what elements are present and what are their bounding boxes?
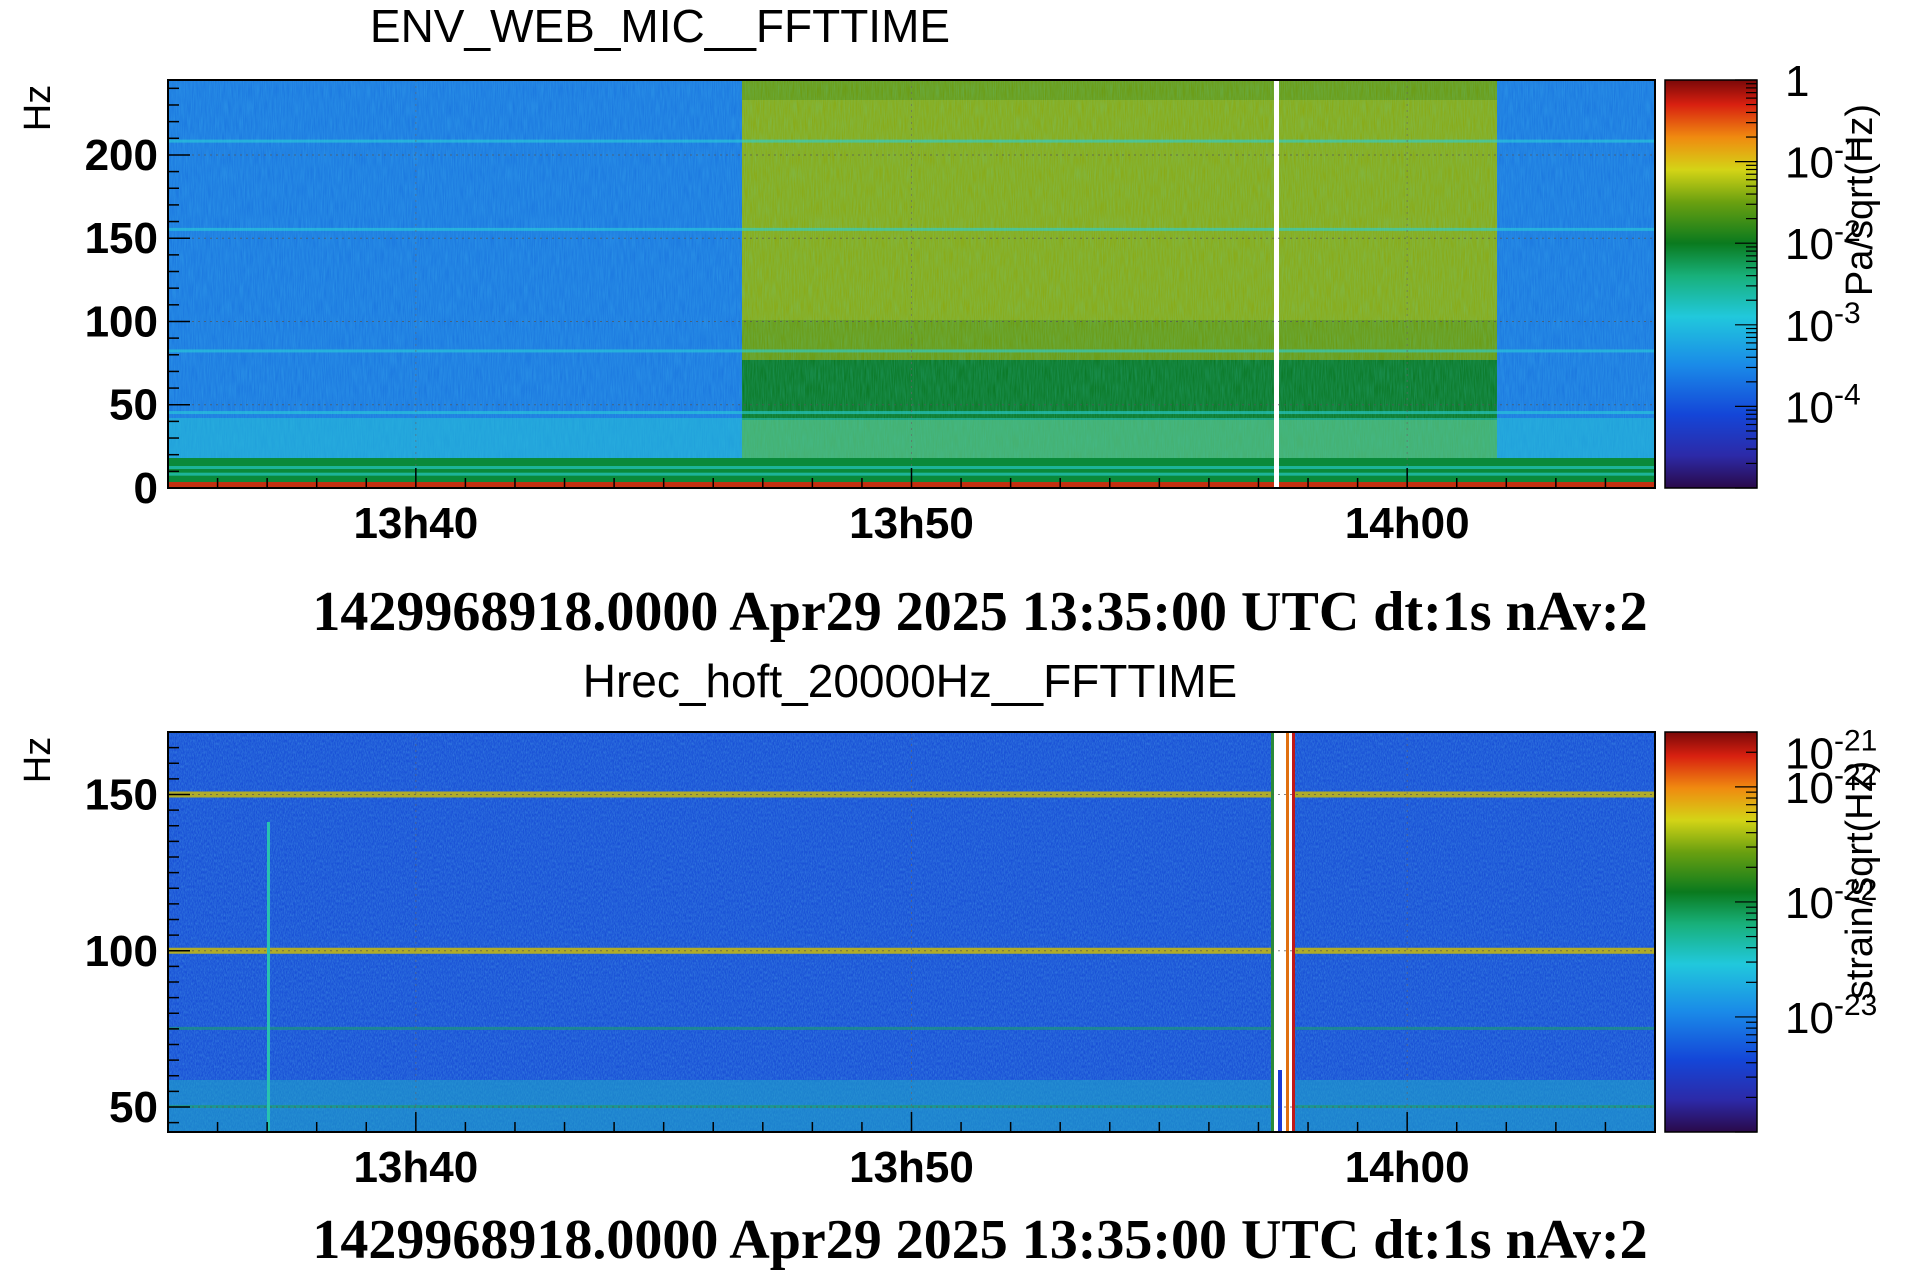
spectrogram-plot: 0 50 100 150 200 13h40 13h50 14h00 bbox=[85, 79, 1656, 548]
y-axis: 50 100 150 bbox=[85, 731, 190, 1132]
glitch-edge bbox=[1278, 1070, 1282, 1132]
footer-timestamp: 1429968918.0000 Apr29 2025 13:35:00 UTC … bbox=[312, 581, 1647, 643]
data-gap bbox=[1274, 80, 1279, 488]
x-tick-label: 14h00 bbox=[1345, 499, 1470, 548]
colorbar-gradient bbox=[1665, 732, 1757, 1132]
heatmap-cyan-band bbox=[1497, 418, 1655, 458]
grid bbox=[168, 732, 1655, 1132]
colorbar-gradient bbox=[1665, 80, 1757, 488]
y-tick-label: 200 bbox=[85, 131, 158, 180]
glitch-edge bbox=[1292, 732, 1295, 1132]
colorbar-ticks: 1 10-1 10-2 10-3 10-4 bbox=[1735, 57, 1861, 489]
y-axis: 0 50 100 150 200 bbox=[85, 87, 190, 513]
colorbar-tick-label: 10-21 bbox=[1785, 724, 1877, 778]
colorbar-tick-label: 10-23 bbox=[1785, 989, 1877, 1043]
footer-timestamp: 1429968918.0000 Apr29 2025 13:35:00 UTC … bbox=[312, 1209, 1647, 1271]
x-tick-label: 13h50 bbox=[849, 1143, 974, 1192]
heatmap-cyan-band bbox=[742, 418, 1497, 458]
colorbar: 1 10-1 10-2 10-3 10-4 Pa/sqrt(Hz) bbox=[1664, 57, 1881, 489]
spike bbox=[267, 822, 270, 1132]
spectral-line bbox=[168, 227, 1655, 231]
y-tick-label: 100 bbox=[85, 927, 158, 976]
heatmap-cyan-band bbox=[168, 418, 742, 458]
y-tick-label: 100 bbox=[85, 297, 158, 346]
spectral-line bbox=[168, 466, 1655, 470]
spectral-line bbox=[168, 791, 1655, 798]
colorbar-tick-label: 10-22 bbox=[1785, 759, 1877, 813]
spectrogram-plot: 50 100 150 13h40 13h50 14h00 bbox=[85, 731, 1656, 1192]
x-axis: 13h40 13h50 14h00 bbox=[167, 468, 1656, 548]
colorbar-frame bbox=[1664, 79, 1758, 489]
y-tick-label: 50 bbox=[109, 381, 158, 430]
chart-title: ENV_WEB_MIC__FFTTIME bbox=[370, 0, 950, 52]
y-axis-label: Hz bbox=[17, 737, 59, 783]
spectral-line bbox=[168, 1105, 1655, 1108]
colorbar-tick-label: 10-1 bbox=[1785, 134, 1861, 188]
y-tick-label: 150 bbox=[85, 214, 158, 263]
spectral-line bbox=[168, 411, 1655, 415]
panel-env-web-mic: ENV_WEB_MIC__FFTTIME Hz 0 50 100 150 200 13h… bbox=[17, 0, 1881, 643]
colorbar-label: Pa/sqrt(Hz) bbox=[1839, 104, 1881, 296]
chart-title: Hrec_hoft_20000Hz__FFTTIME bbox=[583, 655, 1238, 707]
spectral-line bbox=[168, 1026, 1655, 1030]
colorbar-tick-label: 10-22 bbox=[1785, 874, 1877, 928]
panel-hrec-hoft: Hrec_hoft_20000Hz__FFTTIME Hz 50 100 150 1… bbox=[17, 655, 1881, 1271]
y-tick-label: 150 bbox=[85, 771, 158, 820]
y-tick-label: 50 bbox=[109, 1083, 158, 1132]
colorbar-frame bbox=[1664, 731, 1758, 1133]
glitch-edge bbox=[1286, 732, 1289, 1132]
colorbar-label: strain/sqrt(Hz) bbox=[1839, 761, 1881, 1000]
x-tick-label: 13h50 bbox=[849, 499, 974, 548]
colorbar-tick-label: 10-3 bbox=[1785, 297, 1861, 351]
spectral-lines bbox=[168, 791, 1655, 1108]
x-tick-label: 13h40 bbox=[353, 1143, 478, 1192]
colorbar-tick-label: 10-4 bbox=[1785, 378, 1861, 432]
x-tick-label: 13h40 bbox=[353, 499, 478, 548]
x-tick-label: 14h00 bbox=[1345, 1143, 1470, 1192]
colorbar-tick-label: 10-2 bbox=[1785, 215, 1861, 269]
y-tick-label: 0 bbox=[134, 464, 158, 513]
glitch-edge bbox=[1271, 732, 1274, 1132]
y-axis-label: Hz bbox=[17, 85, 59, 131]
glitch-transient bbox=[1274, 732, 1294, 1132]
colorbar-tick-label: 1 bbox=[1785, 57, 1809, 106]
spectral-line bbox=[168, 947, 1655, 954]
x-axis: 13h40 13h50 14h00 bbox=[167, 1112, 1656, 1192]
